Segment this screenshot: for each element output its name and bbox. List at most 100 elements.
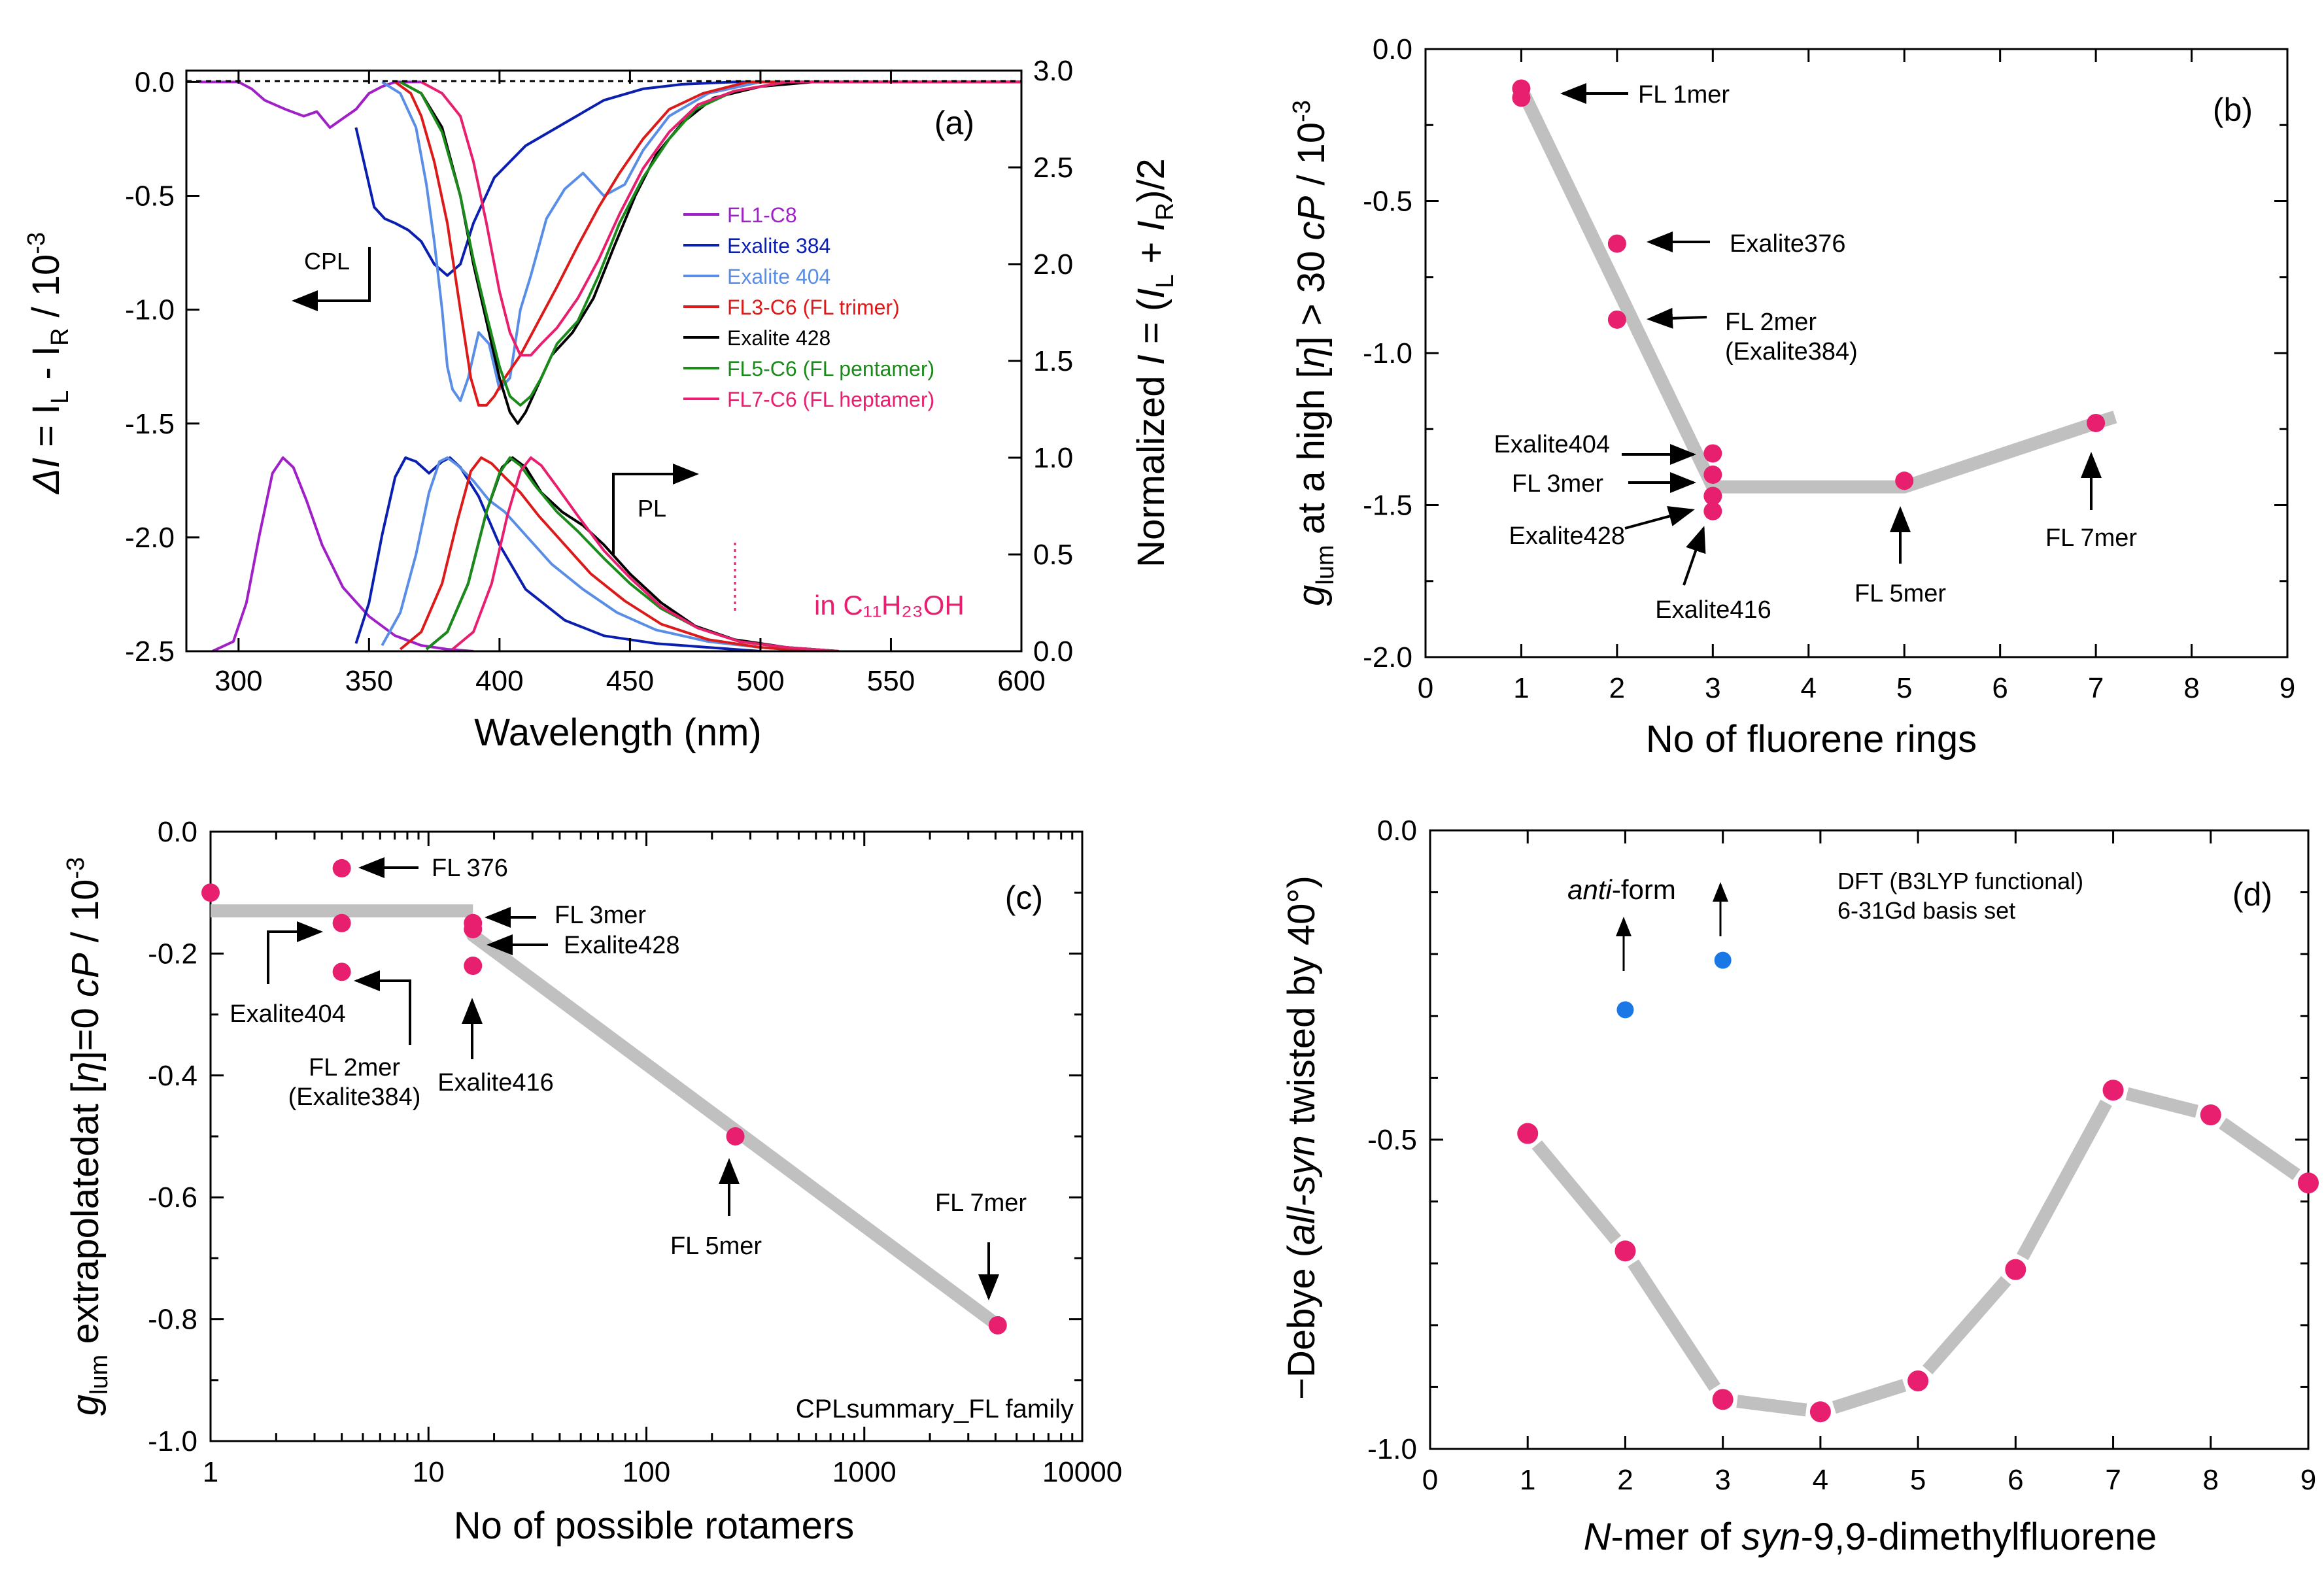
trend-segment xyxy=(2219,1117,2300,1180)
panel-d-xlabel: N-mer of syn-9,9-dimethylfluorene xyxy=(1584,1516,2157,1558)
data-point xyxy=(1607,310,1626,329)
y-tick-label-right: 1.0 xyxy=(1033,442,1073,474)
y-tick-label-right: 3.0 xyxy=(1033,55,1073,87)
label-exalite404: Exalite404 xyxy=(1494,431,1610,458)
cpl-line-exalite-404 xyxy=(381,80,1021,402)
label-fl7mer-c: FL 7mer xyxy=(935,1189,1027,1217)
data-point-all-syn xyxy=(1712,1389,1734,1410)
data-point xyxy=(2087,413,2106,432)
y-tick-label: -0.5 xyxy=(1363,186,1412,218)
y-tick-label-left: -2.0 xyxy=(125,522,175,554)
y-tick-label: 0.0 xyxy=(158,816,197,848)
pl-arrow xyxy=(612,464,699,554)
pl-annotation: PL xyxy=(638,495,666,522)
x-tick-label: 9 xyxy=(2300,1464,2316,1496)
trend-segment xyxy=(2017,1099,2112,1261)
x-tick-label: 3 xyxy=(1705,672,1720,704)
pl-line-exalite-428 xyxy=(425,456,839,651)
cpl-line-fl3-c6-fl-trimer- xyxy=(394,80,1021,407)
solvent-annotation: in C₁₁H₂₃OH xyxy=(814,590,965,620)
trend-segment xyxy=(1832,1379,1907,1414)
x-tick-label: 6 xyxy=(1992,672,2008,704)
label-dft: DFT (B3LYP functional) xyxy=(1837,868,2083,894)
legend-label-fl3-c6-fl-trimer-: FL3-C6 (FL trimer) xyxy=(727,296,900,319)
pl-line-fl3-c6-fl-trimer- xyxy=(399,456,813,651)
y-tick-label-right: 0.0 xyxy=(1033,636,1073,668)
label-exalite404-c: Exalite404 xyxy=(230,1000,345,1028)
label-summary: CPLsummary_FL family xyxy=(796,1395,1074,1423)
x-tick-label: 0 xyxy=(1418,672,1433,704)
trend-segment xyxy=(1736,1395,1807,1417)
x-tick-label: 300 xyxy=(214,665,262,697)
x-tick-label: 5 xyxy=(1896,672,1912,704)
pl-line-fl5-c6-fl-pentamer- xyxy=(425,456,839,651)
trend-segment xyxy=(2125,1087,2198,1118)
data-point xyxy=(1512,88,1531,107)
panel-a-label: (a) xyxy=(934,105,974,141)
y-tick-label: -1.0 xyxy=(1367,1433,1417,1465)
label-fl3mer: FL 3mer xyxy=(1512,470,1603,498)
data-point xyxy=(332,962,351,981)
legend-label-exalite-404: Exalite 404 xyxy=(727,265,830,288)
legend-label-fl5-c6-fl-pentamer-: FL5-C6 (FL pentamer) xyxy=(727,357,934,381)
x-tick-label: 10 xyxy=(413,1456,445,1488)
panel-a: 300 350 400 450 500 550 6000.0-0.5-1.0-1.5-2.0… xyxy=(23,55,1179,754)
data-point-all-syn xyxy=(1907,1370,1929,1391)
data-point xyxy=(1703,444,1722,463)
cpl-line-fl1-c8 xyxy=(199,80,422,129)
trend-segment xyxy=(1531,1140,1622,1244)
y-tick-label-left: -0.5 xyxy=(125,180,175,212)
cpl-annotation: CPL xyxy=(304,248,350,275)
label-fl1mer: FL 1mer xyxy=(1638,81,1730,109)
x-tick-label: 550 xyxy=(867,665,915,697)
cpl-line-exalite-384 xyxy=(354,80,1021,277)
x-tick-label: 4 xyxy=(1801,672,1817,704)
label-exalite384-c: (Exalite384) xyxy=(288,1083,421,1111)
y-tick-label: -0.2 xyxy=(148,938,197,970)
trend-line xyxy=(1515,86,2098,494)
label-exalite376: Exalite376 xyxy=(1730,230,1845,258)
x-tick-label: 2 xyxy=(1609,672,1625,704)
cpl-line-fl7-c6-fl-heptamer- xyxy=(420,80,1021,357)
data-point-all-syn xyxy=(1615,1240,1636,1262)
panel-c-label: (c) xyxy=(1005,879,1043,916)
data-point xyxy=(1607,234,1626,253)
y-tick-label: -1.0 xyxy=(1363,337,1412,369)
legend-label-exalite-428: Exalite 428 xyxy=(727,326,830,350)
pl-line-exalite-404 xyxy=(381,456,813,651)
label-fl5mer-c: FL 5mer xyxy=(670,1232,762,1260)
x-tick-label: 0 xyxy=(1422,1464,1438,1496)
y-tick-label-right: 2.5 xyxy=(1033,152,1073,184)
x-tick-label: 2 xyxy=(1617,1464,1633,1496)
label-fl2mer: FL 2mer xyxy=(1725,309,1817,336)
x-tick-label: 10000 xyxy=(1042,1456,1122,1488)
data-point xyxy=(1895,471,1914,490)
x-tick-label: 1000 xyxy=(832,1456,897,1488)
arrow-exalite428 xyxy=(1624,506,1695,530)
data-point xyxy=(464,957,483,976)
pl-line-fl7-c6-fl-heptamer- xyxy=(451,456,839,651)
panel-a-ylabel-left: ΔI = IL - IR / 10-3 xyxy=(23,232,74,495)
panel-d: 0 1 2 3 4 5 6 7 8 9 0.0 -0.5 -1.0 (d) N-mer of syn-9… xyxy=(1280,815,2319,1558)
y-tick-label-left: -1.0 xyxy=(125,294,175,326)
x-tick-label: 350 xyxy=(345,665,393,697)
cpl-arrow xyxy=(292,247,371,311)
y-tick-label-right: 2.0 xyxy=(1033,248,1073,280)
arrow-fl2mer-c xyxy=(354,970,411,1045)
panel-b-xlabel: No of fluorene rings xyxy=(1646,718,1977,760)
data-point-all-syn xyxy=(2200,1104,2221,1126)
legend-label-fl7-c6-fl-heptamer-: FL7-C6 (FL heptamer) xyxy=(727,388,934,411)
data-point xyxy=(1703,486,1722,505)
panel-d-ylabel: −Debye (all-syn twisted by 40°) xyxy=(1280,876,1323,1400)
label-exalite416-c: Exalite416 xyxy=(437,1069,553,1096)
panel-c: 1 10 100 1000 10000 0.0 -0.2 -0.4 -0.6 -0.8 -1.0 (… xyxy=(62,816,1122,1547)
label-exalite384: (Exalite384) xyxy=(1725,338,1858,366)
y-tick-label-left: -2.5 xyxy=(125,636,175,668)
x-tick-label: 600 xyxy=(997,665,1045,697)
x-tick-label: 7 xyxy=(2088,672,2104,704)
data-point xyxy=(1703,466,1722,484)
x-tick-label: 1 xyxy=(1520,1464,1535,1496)
legend-label-exalite-384: Exalite 384 xyxy=(727,234,830,258)
arrow-exalite416 xyxy=(1683,526,1706,586)
